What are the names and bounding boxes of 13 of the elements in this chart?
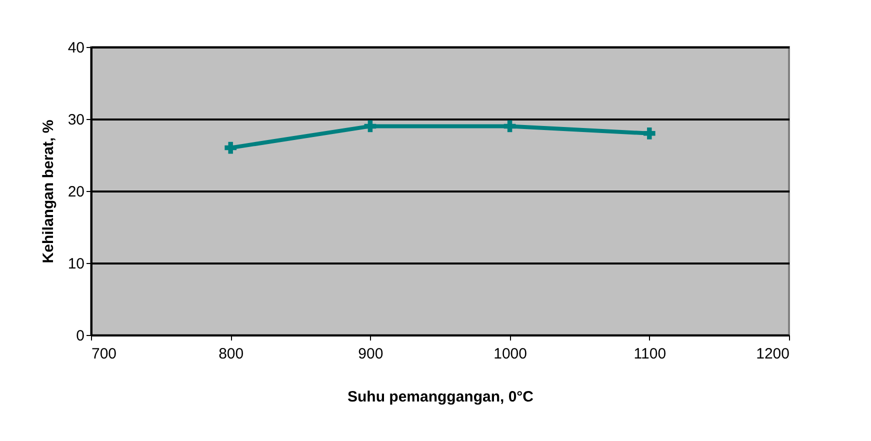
x-tick-label: 900 bbox=[358, 346, 384, 362]
x-tick-label: 800 bbox=[218, 346, 244, 362]
y-tick-label: 0 bbox=[76, 328, 84, 344]
x-tick-label: 700 bbox=[92, 346, 117, 362]
y-axis-title: Kehilangan berat, % bbox=[40, 120, 57, 264]
x-axis-title: Suhu pemanggangan, 0°C bbox=[347, 388, 534, 406]
x-tick-label: 1100 bbox=[634, 346, 666, 362]
y-tick-label: 10 bbox=[68, 256, 84, 272]
x-tick-label: 1200 bbox=[756, 346, 790, 362]
x-tick-label: 1000 bbox=[494, 346, 527, 362]
y-tick-label: 40 bbox=[68, 40, 84, 56]
y-tick-label: 20 bbox=[68, 184, 84, 200]
y-tick-label: 30 bbox=[68, 112, 84, 128]
